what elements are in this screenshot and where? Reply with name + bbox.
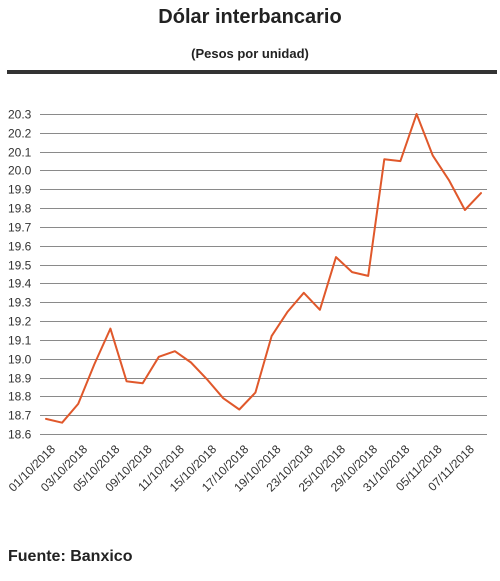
y-tick-label: 20.0 (8, 164, 32, 178)
series-points (45, 113, 482, 424)
y-tick-label: 19.9 (8, 183, 32, 197)
line-chart: 18.6 18.7 18.8 18.9 19.0 19.1 19.2 19.3 19.4 19.5… (6, 108, 487, 495)
y-tick-label: 19.8 (8, 202, 32, 216)
y-tick-label: 18.7 (8, 409, 32, 423)
source-note: Fuente: Banxico (8, 548, 133, 565)
y-tick-label: 20.1 (8, 146, 32, 160)
y-tick-label: 18.6 (8, 428, 32, 442)
y-tick-label: 20.3 (8, 108, 32, 122)
series-line (45, 113, 482, 424)
y-tick-label: 19.1 (8, 334, 32, 348)
y-tick-label: 19.3 (8, 296, 32, 310)
y-tick-label: 19.4 (8, 277, 32, 291)
y-tick-label: 19.6 (8, 240, 32, 254)
y-tick-label: 20.2 (8, 127, 32, 141)
y-tick-label: 19.2 (8, 315, 32, 329)
y-tick-label: 19.5 (8, 259, 32, 273)
y-tick-label: 18.9 (8, 372, 32, 386)
chart-subtitle: (Pesos por unidad) (191, 46, 309, 61)
y-tick-label: 18.8 (8, 390, 32, 404)
title-divider (7, 70, 497, 74)
x-axis-ticks: 01/10/201803/10/201805/10/201809/10/2018… (6, 442, 477, 495)
y-tick-label: 19.7 (8, 221, 32, 235)
chart-title: Dólar interbancario (158, 6, 342, 28)
y-tick-label: 19.0 (8, 353, 32, 367)
y-gridlines (40, 114, 487, 435)
y-axis-ticks: 18.6 18.7 18.8 18.9 19.0 19.1 19.2 19.3 19.4 19.5… (8, 108, 32, 442)
